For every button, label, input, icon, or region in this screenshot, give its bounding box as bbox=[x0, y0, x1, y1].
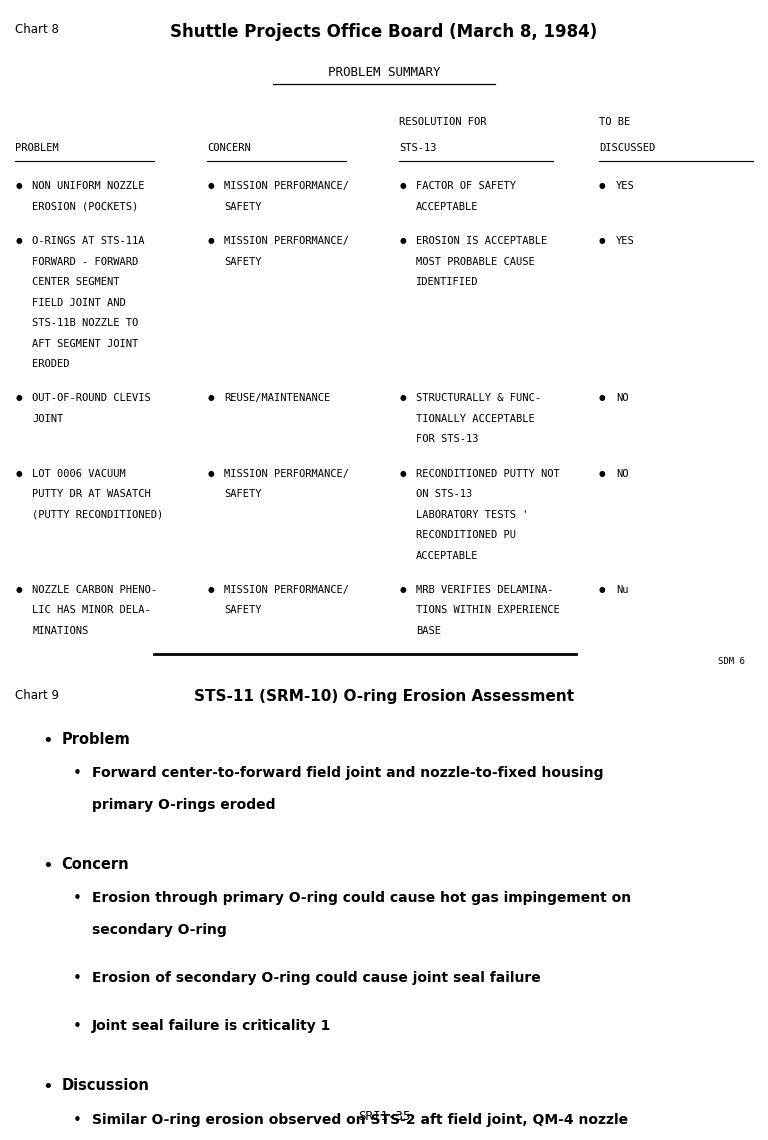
Text: SRI1-35: SRI1-35 bbox=[358, 1110, 410, 1123]
Text: Erosion of secondary O-ring could cause joint seal failure: Erosion of secondary O-ring could cause … bbox=[92, 971, 541, 985]
Text: ●: ● bbox=[399, 181, 406, 190]
Text: LOT 0006 VACUUM: LOT 0006 VACUUM bbox=[32, 469, 126, 479]
Text: ●: ● bbox=[399, 236, 406, 245]
Text: SDM 6: SDM 6 bbox=[718, 657, 745, 666]
Text: Chart 8: Chart 8 bbox=[15, 23, 59, 35]
Text: NO: NO bbox=[616, 469, 628, 479]
Text: Joint seal failure is criticality 1: Joint seal failure is criticality 1 bbox=[92, 1019, 332, 1033]
Text: TO BE: TO BE bbox=[599, 117, 631, 128]
Text: BASE: BASE bbox=[416, 626, 442, 636]
Text: STS-13: STS-13 bbox=[399, 142, 437, 153]
Text: ACCEPTABLE: ACCEPTABLE bbox=[416, 202, 478, 212]
Text: TIONS WITHIN EXPERIENCE: TIONS WITHIN EXPERIENCE bbox=[416, 605, 560, 616]
Text: •: • bbox=[73, 1113, 82, 1127]
Text: MISSION PERFORMANCE/: MISSION PERFORMANCE/ bbox=[224, 585, 349, 595]
Text: ●: ● bbox=[207, 236, 214, 245]
Text: CENTER SEGMENT: CENTER SEGMENT bbox=[32, 277, 120, 287]
Text: ●: ● bbox=[15, 181, 22, 190]
Text: secondary O-ring: secondary O-ring bbox=[92, 923, 227, 937]
Text: •: • bbox=[73, 766, 82, 781]
Text: ON STS-13: ON STS-13 bbox=[416, 489, 472, 499]
Text: PROBLEM SUMMARY: PROBLEM SUMMARY bbox=[328, 66, 440, 79]
Text: RECONDITIONED PUTTY NOT: RECONDITIONED PUTTY NOT bbox=[416, 469, 560, 479]
Text: Similar O-ring erosion observed on STS-2 aft field joint, QM-4 nozzle: Similar O-ring erosion observed on STS-2… bbox=[92, 1113, 628, 1126]
Text: ●: ● bbox=[207, 469, 214, 478]
Text: STS-11B NOZZLE TO: STS-11B NOZZLE TO bbox=[32, 318, 138, 328]
Text: MINATIONS: MINATIONS bbox=[32, 626, 88, 636]
Text: MISSION PERFORMANCE/: MISSION PERFORMANCE/ bbox=[224, 236, 349, 246]
Text: ●: ● bbox=[599, 181, 606, 190]
Text: ERODED: ERODED bbox=[32, 359, 70, 369]
Text: STS-11 (SRM-10) O-ring Erosion Assessment: STS-11 (SRM-10) O-ring Erosion Assessmen… bbox=[194, 689, 574, 703]
Text: LIC HAS MINOR DELA-: LIC HAS MINOR DELA- bbox=[32, 605, 151, 616]
Text: ●: ● bbox=[399, 585, 406, 594]
Text: Concern: Concern bbox=[61, 857, 129, 872]
Text: •: • bbox=[73, 971, 82, 986]
Text: •: • bbox=[42, 857, 53, 876]
Text: NOZZLE CARBON PHENO-: NOZZLE CARBON PHENO- bbox=[32, 585, 157, 595]
Text: LABORATORY TESTS ': LABORATORY TESTS ' bbox=[416, 510, 528, 520]
Text: ●: ● bbox=[599, 236, 606, 245]
Text: Nu: Nu bbox=[616, 585, 628, 595]
Text: ●: ● bbox=[599, 393, 606, 402]
Text: RESOLUTION FOR: RESOLUTION FOR bbox=[399, 117, 487, 128]
Text: Erosion through primary O-ring could cause hot gas impingement on: Erosion through primary O-ring could cau… bbox=[92, 891, 631, 905]
Text: ●: ● bbox=[207, 181, 214, 190]
Text: ●: ● bbox=[15, 585, 22, 594]
Text: MISSION PERFORMANCE/: MISSION PERFORMANCE/ bbox=[224, 181, 349, 192]
Text: Shuttle Projects Office Board (March 8, 1984): Shuttle Projects Office Board (March 8, … bbox=[170, 23, 598, 41]
Text: O-RINGS AT STS-11A: O-RINGS AT STS-11A bbox=[32, 236, 144, 246]
Text: ●: ● bbox=[15, 236, 22, 245]
Text: TIONALLY ACCEPTABLE: TIONALLY ACCEPTABLE bbox=[416, 414, 535, 424]
Text: (PUTTY RECONDITIONED): (PUTTY RECONDITIONED) bbox=[32, 510, 164, 520]
Text: FOR STS-13: FOR STS-13 bbox=[416, 434, 478, 445]
Text: DISCUSSED: DISCUSSED bbox=[599, 142, 655, 153]
Text: primary O-rings eroded: primary O-rings eroded bbox=[92, 798, 276, 812]
Text: •: • bbox=[73, 891, 82, 906]
Text: FORWARD - FORWARD: FORWARD - FORWARD bbox=[32, 256, 138, 267]
Text: OUT-OF-ROUND CLEVIS: OUT-OF-ROUND CLEVIS bbox=[32, 393, 151, 404]
Text: SAFETY: SAFETY bbox=[224, 489, 262, 499]
Text: NO: NO bbox=[616, 393, 628, 404]
Text: FIELD JOINT AND: FIELD JOINT AND bbox=[32, 298, 126, 308]
Text: ●: ● bbox=[15, 393, 22, 402]
Text: ●: ● bbox=[399, 393, 406, 402]
Text: JOINT: JOINT bbox=[32, 414, 64, 424]
Text: FACTOR OF SAFETY: FACTOR OF SAFETY bbox=[416, 181, 516, 192]
Text: Chart 9: Chart 9 bbox=[15, 689, 59, 701]
Text: MOST PROBABLE CAUSE: MOST PROBABLE CAUSE bbox=[416, 256, 535, 267]
Text: Discussion: Discussion bbox=[61, 1078, 149, 1093]
Text: REUSE/MAINTENANCE: REUSE/MAINTENANCE bbox=[224, 393, 330, 404]
Text: MRB VERIFIES DELAMINA-: MRB VERIFIES DELAMINA- bbox=[416, 585, 554, 595]
Text: YES: YES bbox=[616, 236, 634, 246]
Text: ●: ● bbox=[399, 469, 406, 478]
Text: NON UNIFORM NOZZLE: NON UNIFORM NOZZLE bbox=[32, 181, 144, 192]
Text: ●: ● bbox=[599, 469, 606, 478]
Text: CONCERN: CONCERN bbox=[207, 142, 251, 153]
Text: EROSION (POCKETS): EROSION (POCKETS) bbox=[32, 202, 138, 212]
Text: Forward center-to-forward field joint and nozzle-to-fixed housing: Forward center-to-forward field joint an… bbox=[92, 766, 604, 780]
Text: •: • bbox=[73, 1019, 82, 1034]
Text: ●: ● bbox=[207, 585, 214, 594]
Text: STRUCTURALLY & FUNC-: STRUCTURALLY & FUNC- bbox=[416, 393, 541, 404]
Text: SAFETY: SAFETY bbox=[224, 605, 262, 616]
Text: PROBLEM: PROBLEM bbox=[15, 142, 59, 153]
Text: ●: ● bbox=[599, 585, 606, 594]
Text: ●: ● bbox=[15, 469, 22, 478]
Text: MISSION PERFORMANCE/: MISSION PERFORMANCE/ bbox=[224, 469, 349, 479]
Text: YES: YES bbox=[616, 181, 634, 192]
Text: SAFETY: SAFETY bbox=[224, 256, 262, 267]
Text: ●: ● bbox=[207, 393, 214, 402]
Text: •: • bbox=[42, 1078, 53, 1097]
Text: ACCEPTABLE: ACCEPTABLE bbox=[416, 551, 478, 561]
Text: •: • bbox=[42, 732, 53, 750]
Text: IDENTIFIED: IDENTIFIED bbox=[416, 277, 478, 287]
Text: EROSION IS ACCEPTABLE: EROSION IS ACCEPTABLE bbox=[416, 236, 548, 246]
Text: AFT SEGMENT JOINT: AFT SEGMENT JOINT bbox=[32, 339, 138, 349]
Text: PUTTY DR AT WASATCH: PUTTY DR AT WASATCH bbox=[32, 489, 151, 499]
Text: SAFETY: SAFETY bbox=[224, 202, 262, 212]
Text: Problem: Problem bbox=[61, 732, 131, 747]
Text: RECONDITIONED PU: RECONDITIONED PU bbox=[416, 530, 516, 540]
